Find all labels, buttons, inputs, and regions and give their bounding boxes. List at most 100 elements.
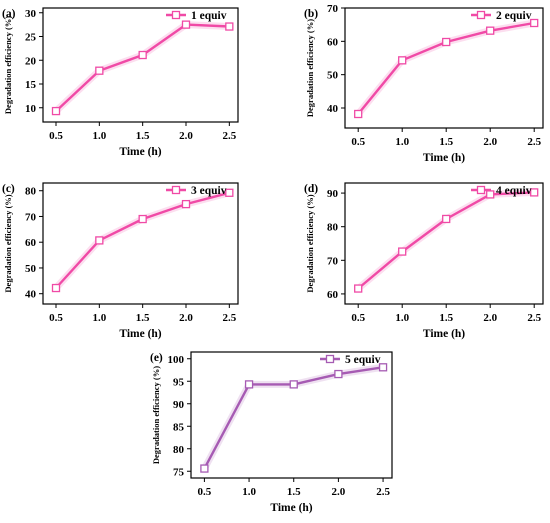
data-point-marker: [181, 20, 191, 29]
series-line: [357, 21, 535, 115]
y-tick-label: 30: [25, 8, 37, 20]
plot-frame: [42, 182, 239, 305]
series-line: [55, 23, 230, 112]
y-tick-label: 40: [327, 103, 339, 115]
data-point-marker: [486, 190, 495, 199]
y-axis-title: Degradation efficiency (%): [3, 16, 13, 114]
data-point-marker: [354, 109, 363, 119]
data-point-marker: [244, 380, 254, 389]
y-tick-label: 60: [327, 36, 339, 48]
legend-label: 2 equiv: [496, 10, 532, 22]
legend-label: 3 equiv: [191, 185, 227, 197]
legend-swatch-marker: [476, 10, 486, 20]
data-point-marker: [138, 214, 147, 224]
legend-swatch-marker: [325, 354, 335, 364]
x-tick-label: 1.0: [395, 136, 409, 148]
x-tick-label: 2.0: [483, 136, 497, 148]
y-tick-label: 85: [173, 421, 185, 433]
chart-panel-c: 0.5 1.0 1.5 2.0 2.5 40 50 60 70 80 Time (h) Degrada…: [2, 182, 239, 340]
plot-frame: [344, 7, 544, 129]
data-point-marker: [442, 214, 451, 224]
legend-swatch-marker: [171, 185, 181, 195]
y-tick-label: 90: [327, 188, 339, 200]
x-tick-label: 0.5: [198, 486, 212, 498]
legend-label: 4 equiv: [496, 185, 532, 197]
x-tick-label: 1.5: [439, 136, 453, 148]
y-tick-label: 40: [25, 289, 37, 301]
data-point-marker: [181, 199, 191, 209]
legend-swatch-marker: [171, 10, 181, 20]
data-point-marker: [225, 188, 234, 197]
data-point-marker: [225, 22, 234, 31]
y-tick-label: 25: [25, 32, 37, 44]
y-axis-title: Degradation efficiency (%): [305, 19, 315, 117]
data-point-marker: [289, 380, 298, 389]
chart-panel-e: 0.5 1.0 1.5 2.0 2.5 75 80 85 90 95 100 Time (h) Degr…: [150, 351, 393, 514]
data-point-marker: [354, 284, 363, 293]
y-tick-label: 15: [25, 79, 37, 91]
panel-label: (a): [2, 8, 16, 20]
x-tick-label: 2.5: [376, 486, 390, 498]
plot-frame: [42, 7, 239, 123]
y-tick-label: 70: [25, 211, 37, 223]
data-point-marker: [51, 106, 61, 116]
x-tick-label: 0.5: [351, 312, 365, 324]
chart-panel-b: 0.5 1.0 1.5 2.0 2.5 40 50 60 70 Time (h) Degradati…: [304, 3, 544, 164]
data-point-marker: [378, 363, 388, 372]
y-tick-label: 90: [173, 399, 185, 411]
data-point-marker: [138, 50, 147, 60]
data-point-marker: [200, 464, 209, 473]
x-tick-label: 2.5: [527, 136, 541, 148]
data-point-marker: [95, 236, 104, 245]
series-line-glow: [355, 19, 535, 117]
y-axis-title: Degradation efficiency (%): [305, 194, 315, 292]
y-tick-label: 60: [327, 289, 339, 301]
x-tick-label: 2.0: [483, 312, 497, 324]
plot-frame: [190, 351, 393, 479]
data-point-marker: [398, 56, 407, 65]
y-tick-label: 100: [168, 354, 185, 366]
x-tick-label: 1.5: [136, 130, 150, 142]
y-tick-label: 70: [327, 3, 339, 15]
x-tick-label: 1.5: [439, 312, 453, 324]
y-tick-label: 75: [173, 466, 185, 478]
x-axis-title: Time (h): [423, 328, 465, 340]
series-line-glow: [53, 21, 230, 114]
data-point-marker: [530, 188, 539, 197]
y-tick-label: 60: [25, 237, 37, 249]
data-point-marker: [442, 37, 451, 47]
x-tick-label: 2.5: [527, 312, 541, 324]
x-axis-title: Time (h): [270, 502, 312, 514]
series-line: [357, 191, 535, 290]
x-tick-label: 0.5: [49, 130, 63, 142]
series-line-glow: [53, 189, 231, 291]
y-tick-label: 10: [25, 103, 37, 115]
x-tick-label: 2.0: [179, 130, 193, 142]
data-point-marker: [51, 283, 61, 293]
y-axis-title: Degradation efficiency (%): [151, 366, 161, 464]
y-tick-label: 50: [327, 70, 339, 82]
x-tick-label: 1.5: [136, 312, 150, 324]
y-tick-label: 70: [327, 255, 339, 267]
y-tick-label: 80: [25, 186, 37, 198]
x-axis-title: Time (h): [423, 152, 465, 164]
x-tick-label: 0.5: [49, 312, 63, 324]
data-point-marker: [334, 369, 343, 379]
x-tick-label: 2.0: [332, 486, 346, 498]
x-tick-label: 1.0: [395, 312, 409, 324]
x-axis-title: Time (h): [119, 328, 161, 340]
legend-swatch-marker: [476, 185, 486, 195]
data-point-marker: [486, 26, 495, 35]
legend-label: 5 equiv: [345, 354, 381, 366]
legend-label: 1 equiv: [191, 10, 227, 22]
series-line: [55, 191, 230, 289]
y-tick-label: 80: [173, 444, 185, 456]
series-line-glow: [355, 188, 535, 292]
x-tick-label: 1.5: [287, 486, 301, 498]
panel-label: (e): [150, 352, 163, 364]
data-point-marker: [398, 247, 407, 256]
x-tick-label: 1.0: [242, 486, 256, 498]
y-tick-label: 95: [173, 376, 185, 388]
